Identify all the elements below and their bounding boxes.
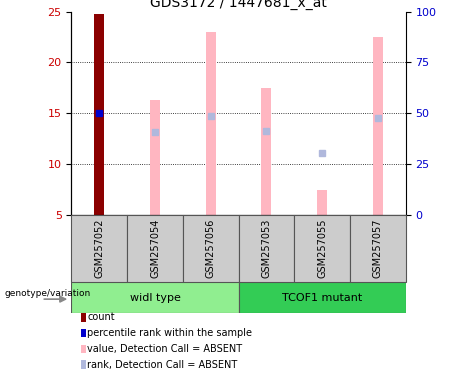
Bar <box>71 282 239 313</box>
Text: GSM257057: GSM257057 <box>373 219 383 278</box>
Bar <box>317 190 327 215</box>
Bar <box>238 215 294 282</box>
Bar <box>183 215 238 282</box>
Text: GSM257053: GSM257053 <box>261 219 272 278</box>
Bar <box>150 100 160 215</box>
Bar <box>373 37 383 215</box>
Text: genotype/variation: genotype/variation <box>5 289 91 298</box>
Text: GSM257055: GSM257055 <box>317 219 327 278</box>
Text: TCOF1 mutant: TCOF1 mutant <box>282 293 362 303</box>
Text: GSM257056: GSM257056 <box>206 219 216 278</box>
Bar <box>71 215 127 282</box>
Bar <box>206 32 216 215</box>
Text: percentile rank within the sample: percentile rank within the sample <box>87 328 252 338</box>
Text: value, Detection Call = ABSENT: value, Detection Call = ABSENT <box>87 344 242 354</box>
Text: widl type: widl type <box>130 293 180 303</box>
Bar <box>294 215 350 282</box>
Title: GDS3172 / 1447681_x_at: GDS3172 / 1447681_x_at <box>150 0 327 10</box>
Bar <box>127 215 183 282</box>
Text: GSM257052: GSM257052 <box>95 219 104 278</box>
Text: rank, Detection Call = ABSENT: rank, Detection Call = ABSENT <box>87 360 237 370</box>
Bar <box>238 282 406 313</box>
Bar <box>95 13 104 215</box>
Text: count: count <box>87 312 115 322</box>
Bar <box>261 88 272 215</box>
Text: GSM257054: GSM257054 <box>150 219 160 278</box>
Bar <box>350 215 406 282</box>
